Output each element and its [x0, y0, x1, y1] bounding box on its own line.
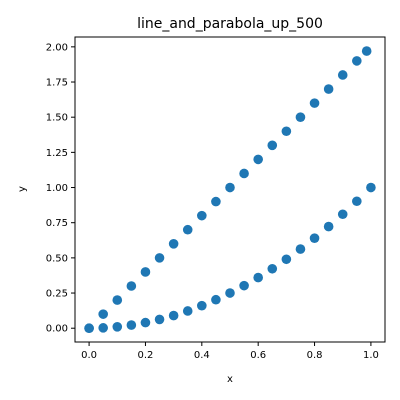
- series-2: [84, 182, 376, 334]
- y-tick-label: 2.00: [46, 42, 68, 53]
- data-point: [239, 168, 249, 179]
- data-point: [154, 314, 165, 325]
- data-point: [309, 233, 320, 243]
- y-axis-label: y: [17, 186, 28, 192]
- chart-title: line_and_parabola_up_500: [137, 16, 323, 32]
- data-point: [154, 253, 165, 263]
- data-point: [323, 84, 334, 94]
- data-point: [337, 70, 348, 80]
- data-point: [126, 281, 137, 291]
- data-point: [361, 46, 372, 56]
- data-point: [337, 209, 348, 220]
- data-point: [112, 322, 123, 332]
- x-tick-label: 0.0: [81, 350, 97, 361]
- x-tick-label: 0.2: [138, 350, 154, 361]
- axes-frame: [74, 36, 386, 343]
- data-point: [309, 98, 320, 108]
- data-point: [295, 244, 306, 254]
- data-point: [211, 196, 221, 207]
- data-point: [211, 294, 221, 305]
- data-point: [281, 126, 292, 137]
- data-point: [126, 320, 137, 330]
- x-tick-label: 1.0: [363, 350, 379, 361]
- series-1: [84, 46, 372, 334]
- data-point: [253, 272, 263, 283]
- data-point: [352, 196, 362, 207]
- data-point: [98, 309, 108, 319]
- data-point: [239, 280, 249, 291]
- data-point: [366, 182, 376, 193]
- x-axis-ticks: 0.0 0.2 0.4 0.6 0.8 1.0: [81, 342, 379, 361]
- y-tick-label: 0.25: [46, 289, 68, 300]
- data-point: [197, 210, 207, 221]
- y-tick-label: 1.00: [46, 183, 68, 194]
- y-tick-label: 0.50: [46, 253, 68, 264]
- data-point: [323, 221, 334, 232]
- data-point: [140, 317, 151, 328]
- data-point: [112, 295, 123, 305]
- data-point: [182, 224, 193, 235]
- data-point: [352, 56, 362, 66]
- x-tick-label: 0.4: [194, 350, 210, 361]
- data-point: [267, 140, 278, 151]
- data-point: [225, 288, 235, 298]
- data-point: [281, 254, 292, 265]
- plot-area: [84, 46, 376, 334]
- y-tick-label: 1.75: [46, 78, 68, 89]
- data-point: [267, 263, 278, 274]
- y-tick-label: 0.75: [46, 218, 68, 229]
- data-point: [98, 323, 108, 333]
- data-point: [197, 300, 207, 311]
- y-tick-label: 1.25: [46, 148, 68, 159]
- x-axis-label: x: [227, 374, 233, 385]
- y-tick-label: 1.50: [46, 113, 68, 124]
- data-point: [253, 154, 263, 165]
- data-point: [140, 267, 151, 277]
- data-point: [84, 323, 94, 334]
- y-tick-label: 0.00: [46, 324, 68, 335]
- data-point: [225, 182, 235, 193]
- data-point: [295, 112, 306, 122]
- data-point: [168, 310, 179, 321]
- y-axis-ticks: 0.00 0.25 0.50 0.75 1.00 1.25 1.50 1.75 2.00: [46, 42, 75, 335]
- data-point: [168, 239, 179, 249]
- x-tick-label: 0.6: [250, 350, 266, 361]
- x-tick-label: 0.8: [307, 350, 323, 361]
- data-point: [182, 306, 193, 316]
